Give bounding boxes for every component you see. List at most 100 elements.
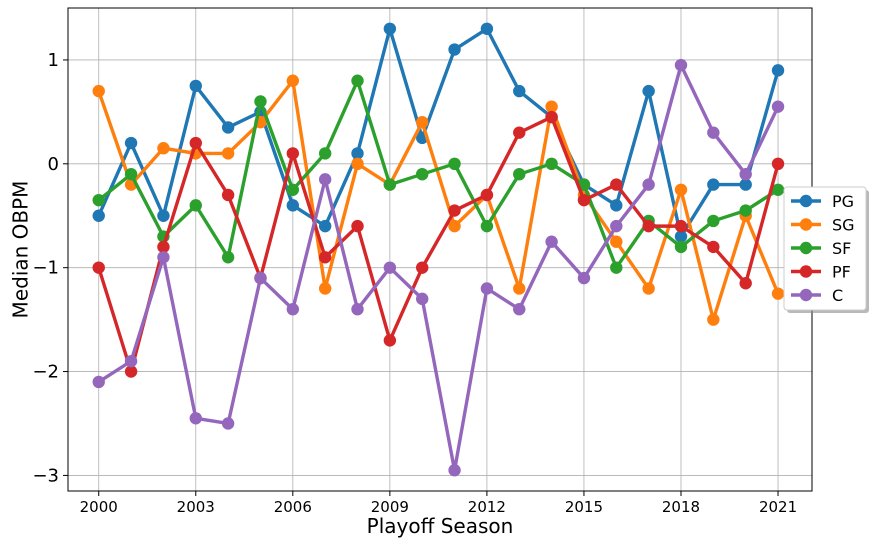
data-point-pg — [124, 136, 138, 150]
series-line-sg — [97, 79, 780, 322]
legend-swatch-marker — [799, 194, 813, 208]
data-point-c — [545, 235, 558, 248]
data-point-sf — [480, 219, 494, 233]
data-point-sg — [610, 235, 623, 248]
data-point-pf — [416, 261, 429, 274]
data-point-sg — [416, 116, 429, 129]
data-point-pg — [318, 219, 332, 233]
data-point-sg — [674, 183, 688, 196]
data-point-pg — [610, 199, 623, 212]
data-point-sf — [383, 178, 397, 191]
data-point-sf — [674, 240, 688, 254]
data-point-sf — [351, 74, 364, 87]
legend-label: C — [832, 286, 843, 305]
data-point-pf — [674, 219, 688, 233]
data-point-pf — [124, 365, 138, 378]
data-point-pf — [642, 219, 655, 233]
data-point-sf — [771, 183, 785, 196]
legend-item-sg: SG — [791, 216, 855, 235]
data-point-pf — [351, 219, 364, 233]
legend-label: PF — [832, 263, 851, 282]
legend-swatch-marker — [799, 218, 813, 231]
data-point-pf — [739, 277, 752, 290]
data-point-c — [513, 303, 526, 316]
data-point-c — [286, 303, 300, 316]
data-point-pg — [189, 79, 202, 93]
data-point-c — [189, 412, 202, 425]
data-point-c — [674, 58, 688, 72]
y-axis-title: Median OBPM — [9, 181, 33, 319]
y-tick-label: −2 — [32, 362, 59, 383]
data-point-sg — [513, 282, 526, 295]
series-line-c — [97, 63, 780, 472]
data-point-sg — [157, 142, 170, 155]
legend-item-pg: PG — [791, 192, 854, 211]
x-axis-title: Playoff Season — [367, 514, 514, 538]
legend-item-c: C — [791, 286, 843, 305]
data-point-sg — [448, 219, 461, 233]
data-point-c — [221, 417, 235, 430]
legend-swatch-marker — [799, 265, 813, 278]
data-point-pg — [221, 121, 235, 134]
y-tick-label: −1 — [32, 258, 59, 279]
data-point-sg — [707, 313, 720, 326]
data-point-c — [351, 303, 364, 316]
data-point-pg — [739, 178, 752, 191]
data-point-pf — [157, 240, 170, 254]
data-point-sg — [642, 282, 655, 295]
y-tick-label: −3 — [32, 465, 59, 486]
series-line-pg — [97, 27, 780, 239]
series-c — [92, 58, 785, 477]
data-point-pg — [92, 209, 105, 222]
legend-label: SF — [832, 239, 851, 258]
data-point-sg — [92, 84, 105, 98]
data-point-pg — [448, 43, 461, 56]
data-point-pf — [771, 157, 785, 171]
data-point-pg — [157, 209, 170, 222]
data-point-sf — [318, 147, 332, 160]
data-point-c — [707, 126, 720, 139]
legend-item-sf: SF — [791, 239, 851, 258]
grid — [68, 8, 812, 491]
data-point-sf — [448, 157, 461, 171]
data-point-pf — [610, 178, 623, 191]
data-point-sg — [286, 74, 300, 87]
data-point-sf — [254, 95, 267, 108]
data-point-sf — [221, 251, 235, 264]
x-tick-label: 2006 — [274, 498, 312, 516]
data-point-c — [416, 292, 429, 306]
data-point-pg — [351, 147, 364, 160]
data-point-c — [254, 271, 267, 285]
x-tick-label: 2021 — [759, 498, 797, 516]
data-point-sf — [286, 183, 300, 196]
data-point-c — [739, 167, 752, 181]
data-point-pg — [707, 178, 720, 191]
data-point-c — [124, 354, 138, 368]
legend-swatch-marker — [799, 241, 813, 255]
data-point-sf — [513, 167, 526, 181]
data-point-sf — [189, 199, 202, 212]
data-point-pg — [286, 199, 300, 212]
data-point-sf — [707, 214, 720, 228]
data-point-pg — [480, 22, 494, 35]
data-point-sf — [610, 261, 623, 274]
data-point-pf — [92, 261, 105, 274]
data-point-sg — [318, 282, 332, 295]
data-point-pf — [221, 188, 235, 202]
legend-item-pf: PF — [791, 263, 851, 282]
data-point-pf — [448, 204, 461, 217]
series-line-pf — [97, 115, 780, 374]
data-point-pf — [383, 334, 397, 347]
data-point-pg — [771, 64, 785, 77]
legend: PG SG SF PF C — [783, 186, 869, 313]
data-point-pg — [642, 84, 655, 98]
data-point-sf — [124, 167, 138, 181]
data-point-pf — [189, 136, 202, 150]
data-point-c — [383, 261, 397, 274]
data-point-c — [92, 375, 105, 389]
data-point-pf — [513, 126, 526, 139]
data-point-pf — [545, 110, 558, 124]
legend-label: SG — [832, 216, 855, 235]
